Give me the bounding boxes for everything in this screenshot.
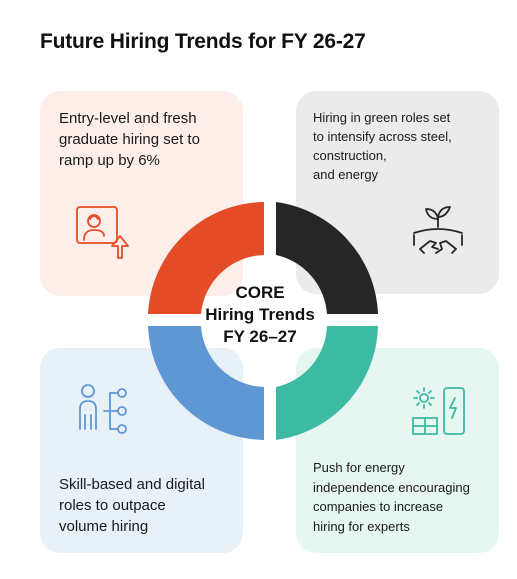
core-label-line-1: CORE <box>235 283 285 302</box>
card-energy-independence-text: Push for energy independence encouraging… <box>313 460 470 534</box>
core-label: CORE Hiring Trends FY 26–27 <box>180 282 340 348</box>
ring-segment-bottom-left <box>148 326 264 440</box>
core-label-line-3: FY 26–27 <box>223 327 297 346</box>
candidate-growth-icon <box>76 206 129 259</box>
card-green-roles-text: Hiring in green roles set to intensify a… <box>313 110 452 182</box>
card-skill-based-text: Skill-based and digital roles to outpace… <box>59 476 205 535</box>
skill-network-icon <box>79 384 127 434</box>
ring-segment-top-left <box>148 202 264 314</box>
ring-segment-top-right <box>276 202 378 314</box>
ring-segment-bottom-right <box>276 326 378 440</box>
card-entry-level-text: Entry-level and fresh graduate hiring se… <box>59 110 200 169</box>
core-label-line-2: Hiring Trends <box>205 305 315 324</box>
green-handshake-icon <box>413 206 463 254</box>
solar-charging-icon <box>412 387 465 435</box>
page-title: Future Hiring Trends for FY 26-27 <box>40 30 366 53</box>
